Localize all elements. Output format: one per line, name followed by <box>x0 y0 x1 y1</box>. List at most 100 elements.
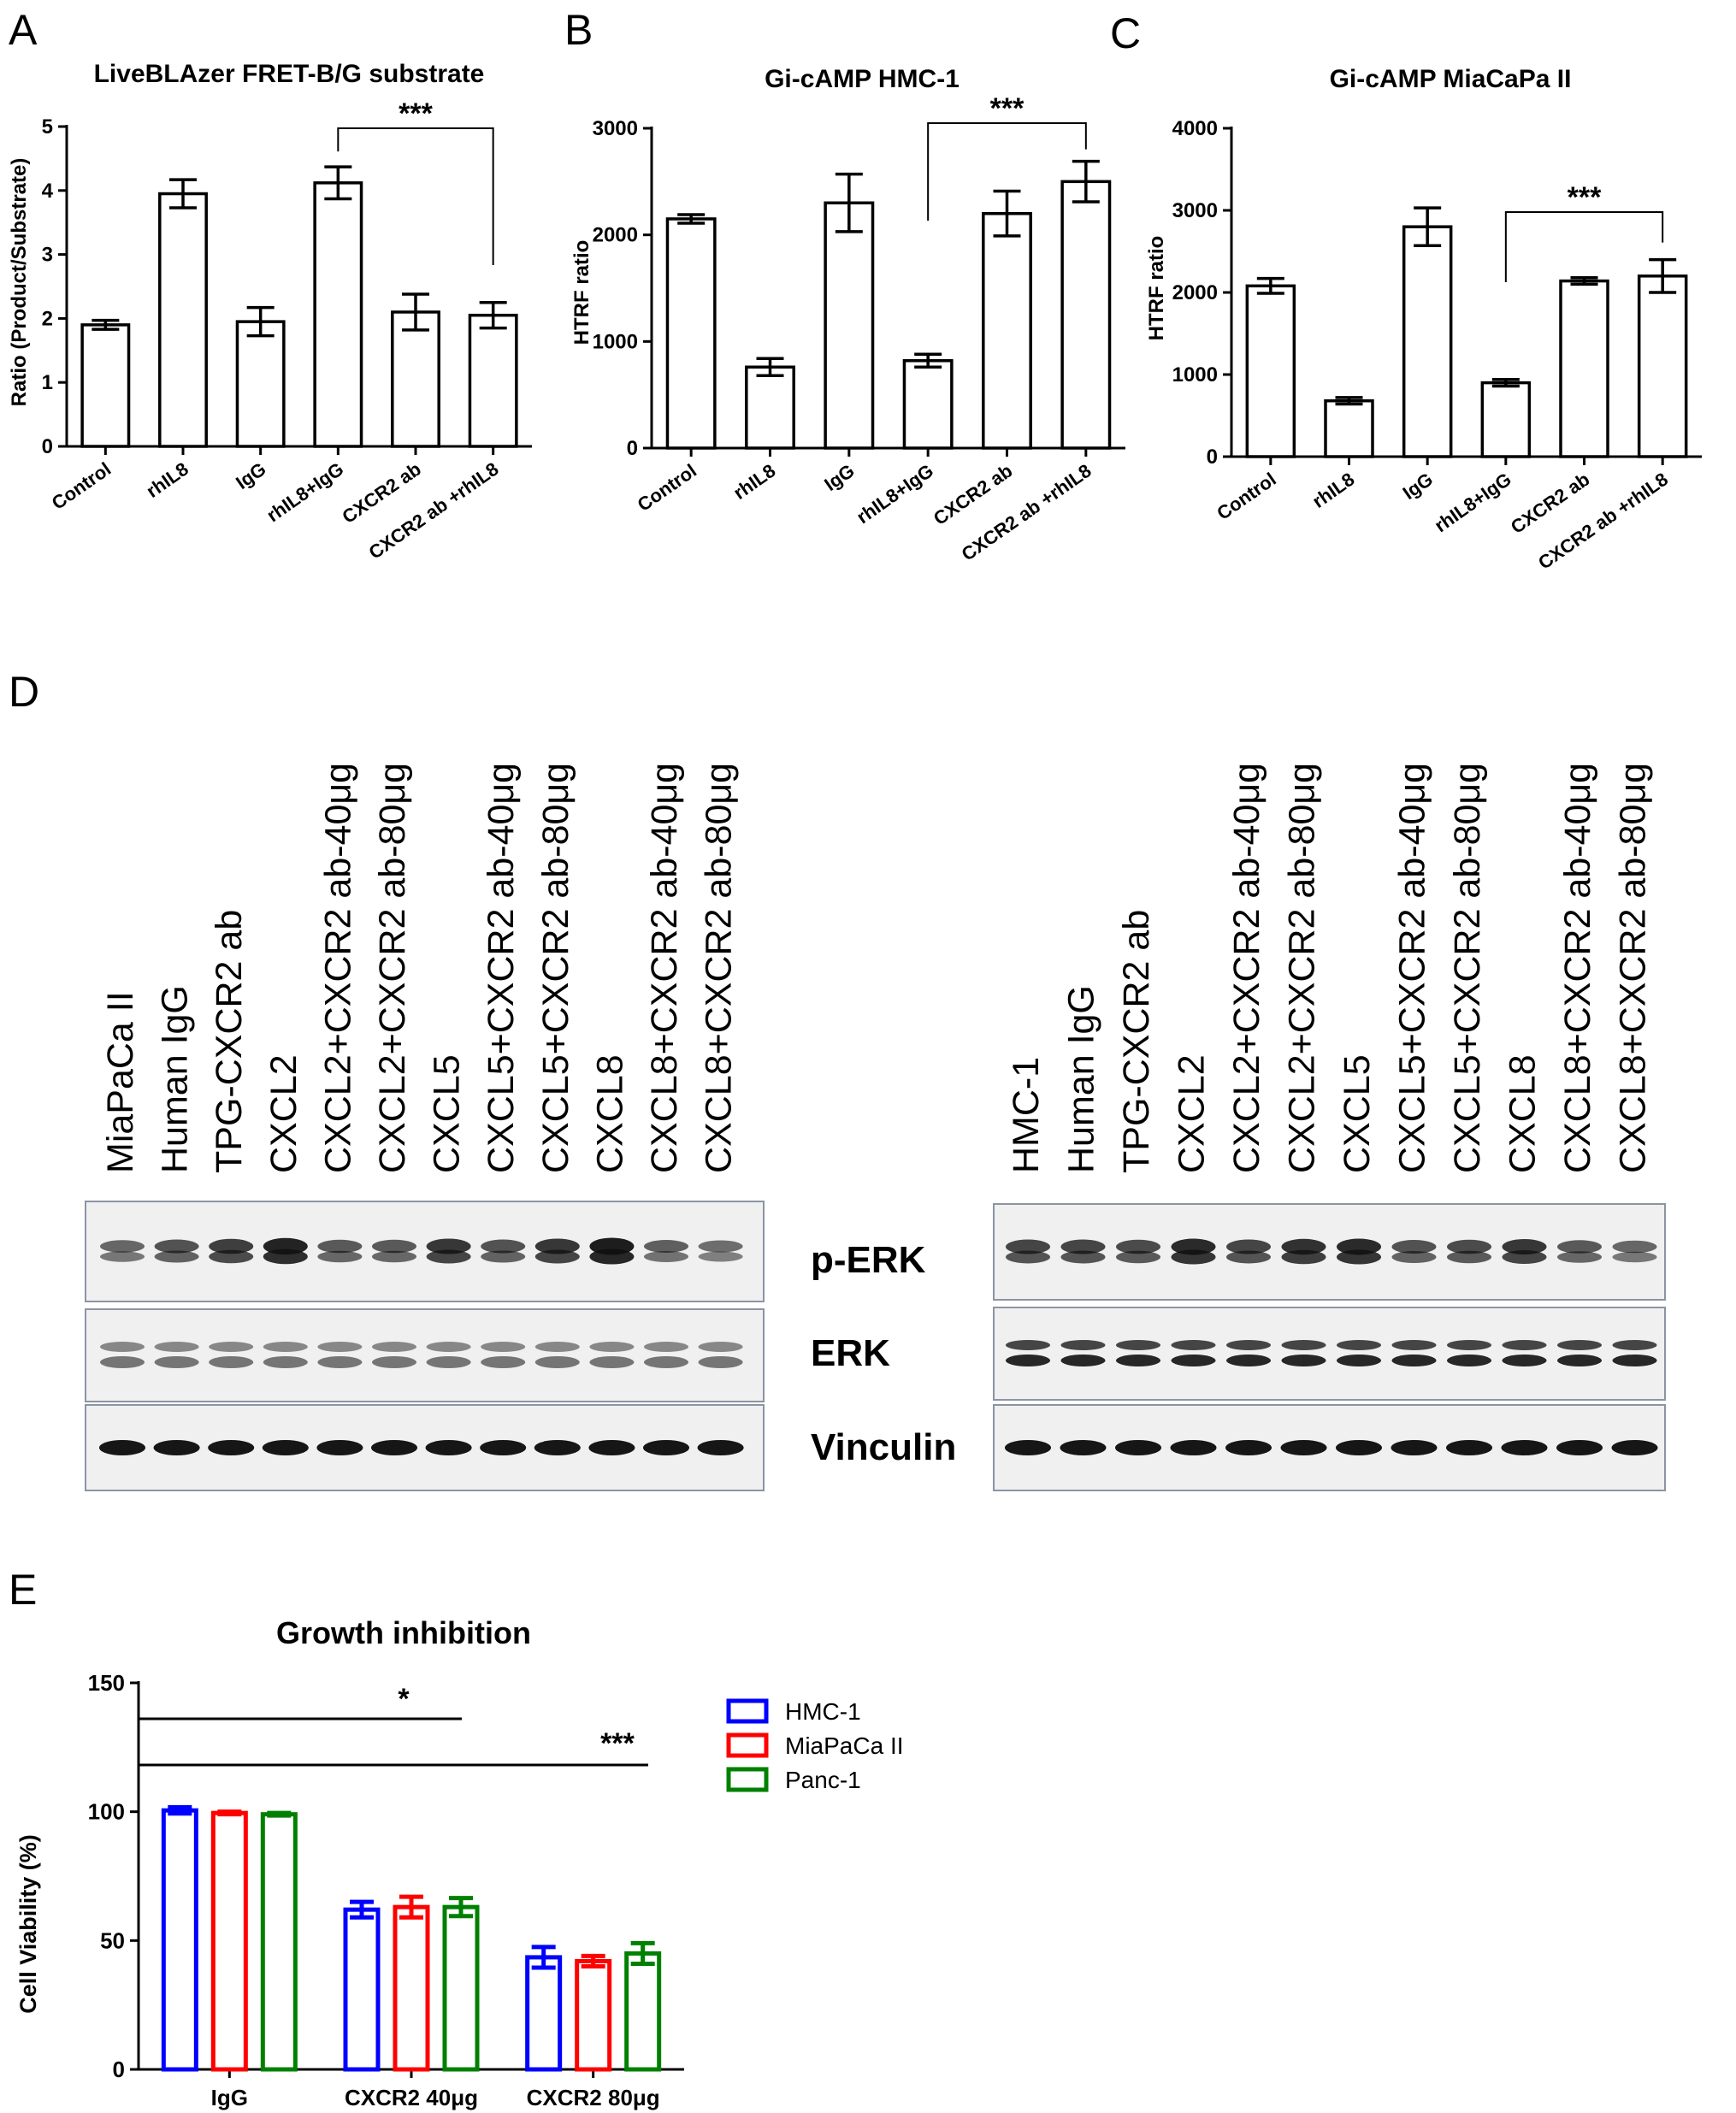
blot-band-right-erk <box>1391 1355 1437 1366</box>
chart-b-category-label: rhIL8 <box>729 460 779 504</box>
blot-right-lane-label: CXCL2 <box>1172 1054 1213 1173</box>
chart-b-ytick-label: 0 <box>627 437 638 460</box>
blot-band-left-erk <box>426 1356 471 1368</box>
blot-band-right-erk <box>1226 1355 1271 1366</box>
blot-band-right-erk <box>1281 1340 1326 1350</box>
blot-band-right-erk <box>1612 1355 1657 1366</box>
chart-c-bar <box>1402 225 1453 458</box>
blot-band-left-perk <box>534 1238 580 1254</box>
chart-e-categories: IgG CXCR2 40μg CXCR2 80μg <box>211 2085 660 2110</box>
chart-c-category-label: Control <box>1213 469 1279 524</box>
chart-b-category-label: Control <box>634 460 700 516</box>
blot-band-right-vinculin <box>1225 1440 1272 1455</box>
chart-a-bar <box>80 323 131 448</box>
chart-e-ytick-label: 100 <box>88 1799 125 1825</box>
blot-right-lane-label: TPG-CXCR2 ab <box>1116 910 1157 1173</box>
blot-band-left-vinculin <box>697 1440 744 1455</box>
chart-c-bar <box>1245 284 1296 458</box>
blot-band-left-erk <box>589 1342 635 1352</box>
blot-band-left-vinculin <box>588 1440 635 1455</box>
blot-band-right-erk <box>1171 1355 1216 1366</box>
blot-band-left-vinculin <box>534 1440 581 1455</box>
chart-e-bar <box>575 1958 612 2072</box>
chart-e-bar <box>442 1904 480 2072</box>
chart-b-ylabel: HTRF ratio <box>570 240 593 345</box>
blot-band-right-erk <box>1060 1340 1106 1350</box>
blot-band-left-erk <box>698 1356 743 1368</box>
chart-b-categories: Control rhIL8 IgG rhIL8+IgG CXCR2 ab CXC… <box>634 460 1095 565</box>
panel-letter-c: C <box>1110 9 1141 57</box>
chart-a-significance-bracket <box>337 127 494 265</box>
blot-band-right-erk <box>1337 1340 1381 1350</box>
blot-band-left-erk <box>698 1342 743 1352</box>
chart-c-category-label: rhIL8+IgG <box>1431 469 1515 537</box>
chart-c-significance-label: *** <box>1568 181 1602 214</box>
blot-right-lane-label: CXCL8+CXCR2 ab-80μg <box>1613 763 1654 1173</box>
blot-right-lane-label: CXCL5+CXCR2 ab-40μg <box>1392 763 1433 1173</box>
blot-band-right-erk <box>1226 1340 1271 1350</box>
blot-left-lane-label: CXCL2+CXCR2 ab-40μg <box>317 763 358 1173</box>
blot-band-left-erk <box>372 1356 416 1368</box>
blot-left-lane-label: Human IgG <box>155 985 196 1173</box>
blot-right-lane-labels: HMC-1 Human IgG TPG-CXCR2 ab CXCL2 CXCL2… <box>1006 763 1654 1173</box>
blot-band-right-perk <box>1060 1250 1106 1264</box>
legend-label-panc1: Panc-1 <box>785 1767 861 1793</box>
chart-e-title: Growth inhibition <box>276 1615 531 1650</box>
chart-e-bar <box>210 1810 248 2072</box>
chart-c-ytick-label: 4000 <box>1172 117 1218 140</box>
blot-band-right-perk <box>1116 1239 1160 1254</box>
chart-a-ytick-label: 0 <box>42 435 53 458</box>
blot-band-right-erk <box>1557 1355 1602 1366</box>
blot-band-left-perk <box>534 1249 580 1264</box>
blot-right-lane-label: CXCL8 <box>1503 1054 1544 1173</box>
blot-band-right-erk <box>1060 1355 1106 1366</box>
blot-band-left-erk <box>263 1356 308 1368</box>
chart-b-bar <box>745 365 795 450</box>
blot-band-right-erk <box>1447 1355 1491 1366</box>
chart-e-bar <box>393 1904 430 2072</box>
chart-e-bar <box>260 1812 298 2072</box>
chart-c-category-label: IgG <box>1399 469 1437 505</box>
chart-e-plot <box>130 1681 684 2078</box>
blot-right-lane-label: HMC-1 <box>1006 1057 1047 1173</box>
legend-label-miapaca: MiaPaCa II <box>785 1732 904 1759</box>
chart-e-ylabel: Cell Viability (%) <box>15 1834 41 2014</box>
blot-band-left-erk <box>209 1356 254 1368</box>
chart-c-categories: Control rhIL8 IgG rhIL8+IgG CXCR2 ab CXC… <box>1213 469 1672 574</box>
blot-band-right-erk <box>1281 1355 1326 1366</box>
blot-left-lane-label: CXCL5 <box>427 1054 468 1173</box>
blot-band-right-perk <box>1502 1239 1547 1254</box>
chart-c-bar <box>1480 381 1532 458</box>
blot-left-lane-label: CXCL8+CXCR2 ab-40μg <box>644 763 685 1173</box>
chart-c-ylabel: HTRF ratio <box>1145 236 1168 341</box>
blot-band-right-erk <box>1171 1340 1216 1350</box>
blot-band-left-perk <box>644 1240 688 1253</box>
blot-band-left-perk <box>589 1248 635 1265</box>
chart-a-bar <box>468 313 518 448</box>
chart-e-significance-label: * <box>398 1683 410 1715</box>
blot-band-left-erk <box>372 1342 416 1352</box>
blot-row-label-perk: p-ERK <box>811 1239 926 1281</box>
blot-band-right-perk <box>1337 1249 1381 1265</box>
blot-band-right-perk <box>1116 1250 1160 1264</box>
blot-band-right-perk <box>1447 1239 1491 1254</box>
blot-band-right-perk <box>1612 1240 1657 1254</box>
chart-b-bar <box>902 359 954 450</box>
chart-b-significance-label: *** <box>990 92 1024 125</box>
chart-a-bar <box>158 192 208 448</box>
blot-band-right-vinculin <box>1170 1440 1217 1455</box>
chart-e-category-label: CXCR2 80μg <box>527 2085 660 2110</box>
chart-e-yticks: 0 50 100 150 <box>88 1670 125 2082</box>
blot-band-left-perk <box>481 1239 526 1254</box>
blot-band-left-perk <box>209 1249 254 1264</box>
blot-band-left-erk <box>317 1356 363 1368</box>
blot-band-left-perk <box>426 1238 471 1254</box>
blot-left-lane-label: MiaPaCa II <box>100 991 141 1173</box>
chart-b-yticks: 0 1000 2000 3000 <box>593 117 638 460</box>
blot-band-left-perk <box>209 1238 254 1254</box>
blot-band-right-perk <box>1391 1251 1437 1263</box>
chart-a-bar <box>313 181 363 448</box>
blot-band-left-vinculin <box>262 1440 309 1455</box>
chart-a-title: LiveBLAzer FRET-B/G substrate <box>94 60 485 88</box>
blot-band-right-perk <box>1006 1239 1050 1254</box>
